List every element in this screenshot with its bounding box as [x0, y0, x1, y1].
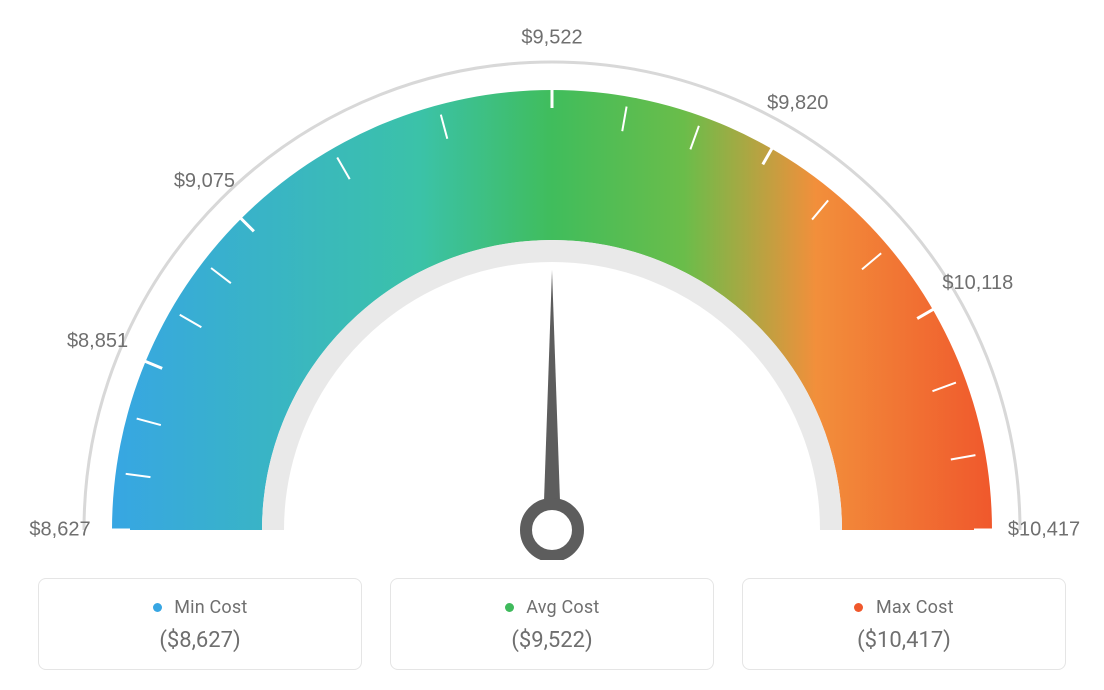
min-cost-title: Min Cost — [63, 597, 337, 618]
min-cost-value: ($8,627) — [63, 628, 337, 653]
avg-cost-card: Avg Cost ($9,522) — [390, 578, 714, 670]
max-dot-icon — [854, 603, 863, 612]
avg-cost-title: Avg Cost — [415, 597, 689, 618]
svg-text:$10,118: $10,118 — [942, 272, 1013, 294]
min-cost-card: Min Cost ($8,627) — [38, 578, 362, 670]
svg-text:$10,417: $10,417 — [1008, 518, 1080, 540]
min-cost-label: Min Cost — [174, 597, 247, 618]
avg-cost-label: Avg Cost — [526, 597, 599, 618]
svg-text:$8,627: $8,627 — [29, 518, 90, 540]
max-cost-title: Max Cost — [767, 597, 1041, 618]
avg-cost-value: ($9,522) — [415, 628, 689, 653]
gauge-svg: $8,627 $8,851 $9,075 $9,522 $9,820 $10,118 $10… — [0, 0, 1104, 560]
svg-text:$8,851: $8,851 — [67, 330, 128, 352]
svg-text:$9,522: $9,522 — [521, 26, 582, 48]
max-cost-label: Max Cost — [876, 597, 954, 618]
summary-cards: Min Cost ($8,627) Avg Cost ($9,522) Max … — [0, 578, 1104, 670]
svg-text:$9,820: $9,820 — [767, 92, 828, 114]
svg-text:$9,075: $9,075 — [174, 170, 235, 192]
cost-gauge: $8,627 $8,851 $9,075 $9,522 $9,820 $10,118 $10… — [0, 0, 1104, 560]
max-cost-value: ($10,417) — [767, 628, 1041, 653]
avg-dot-icon — [505, 603, 514, 612]
max-cost-card: Max Cost ($10,417) — [742, 578, 1066, 670]
min-dot-icon — [153, 603, 162, 612]
